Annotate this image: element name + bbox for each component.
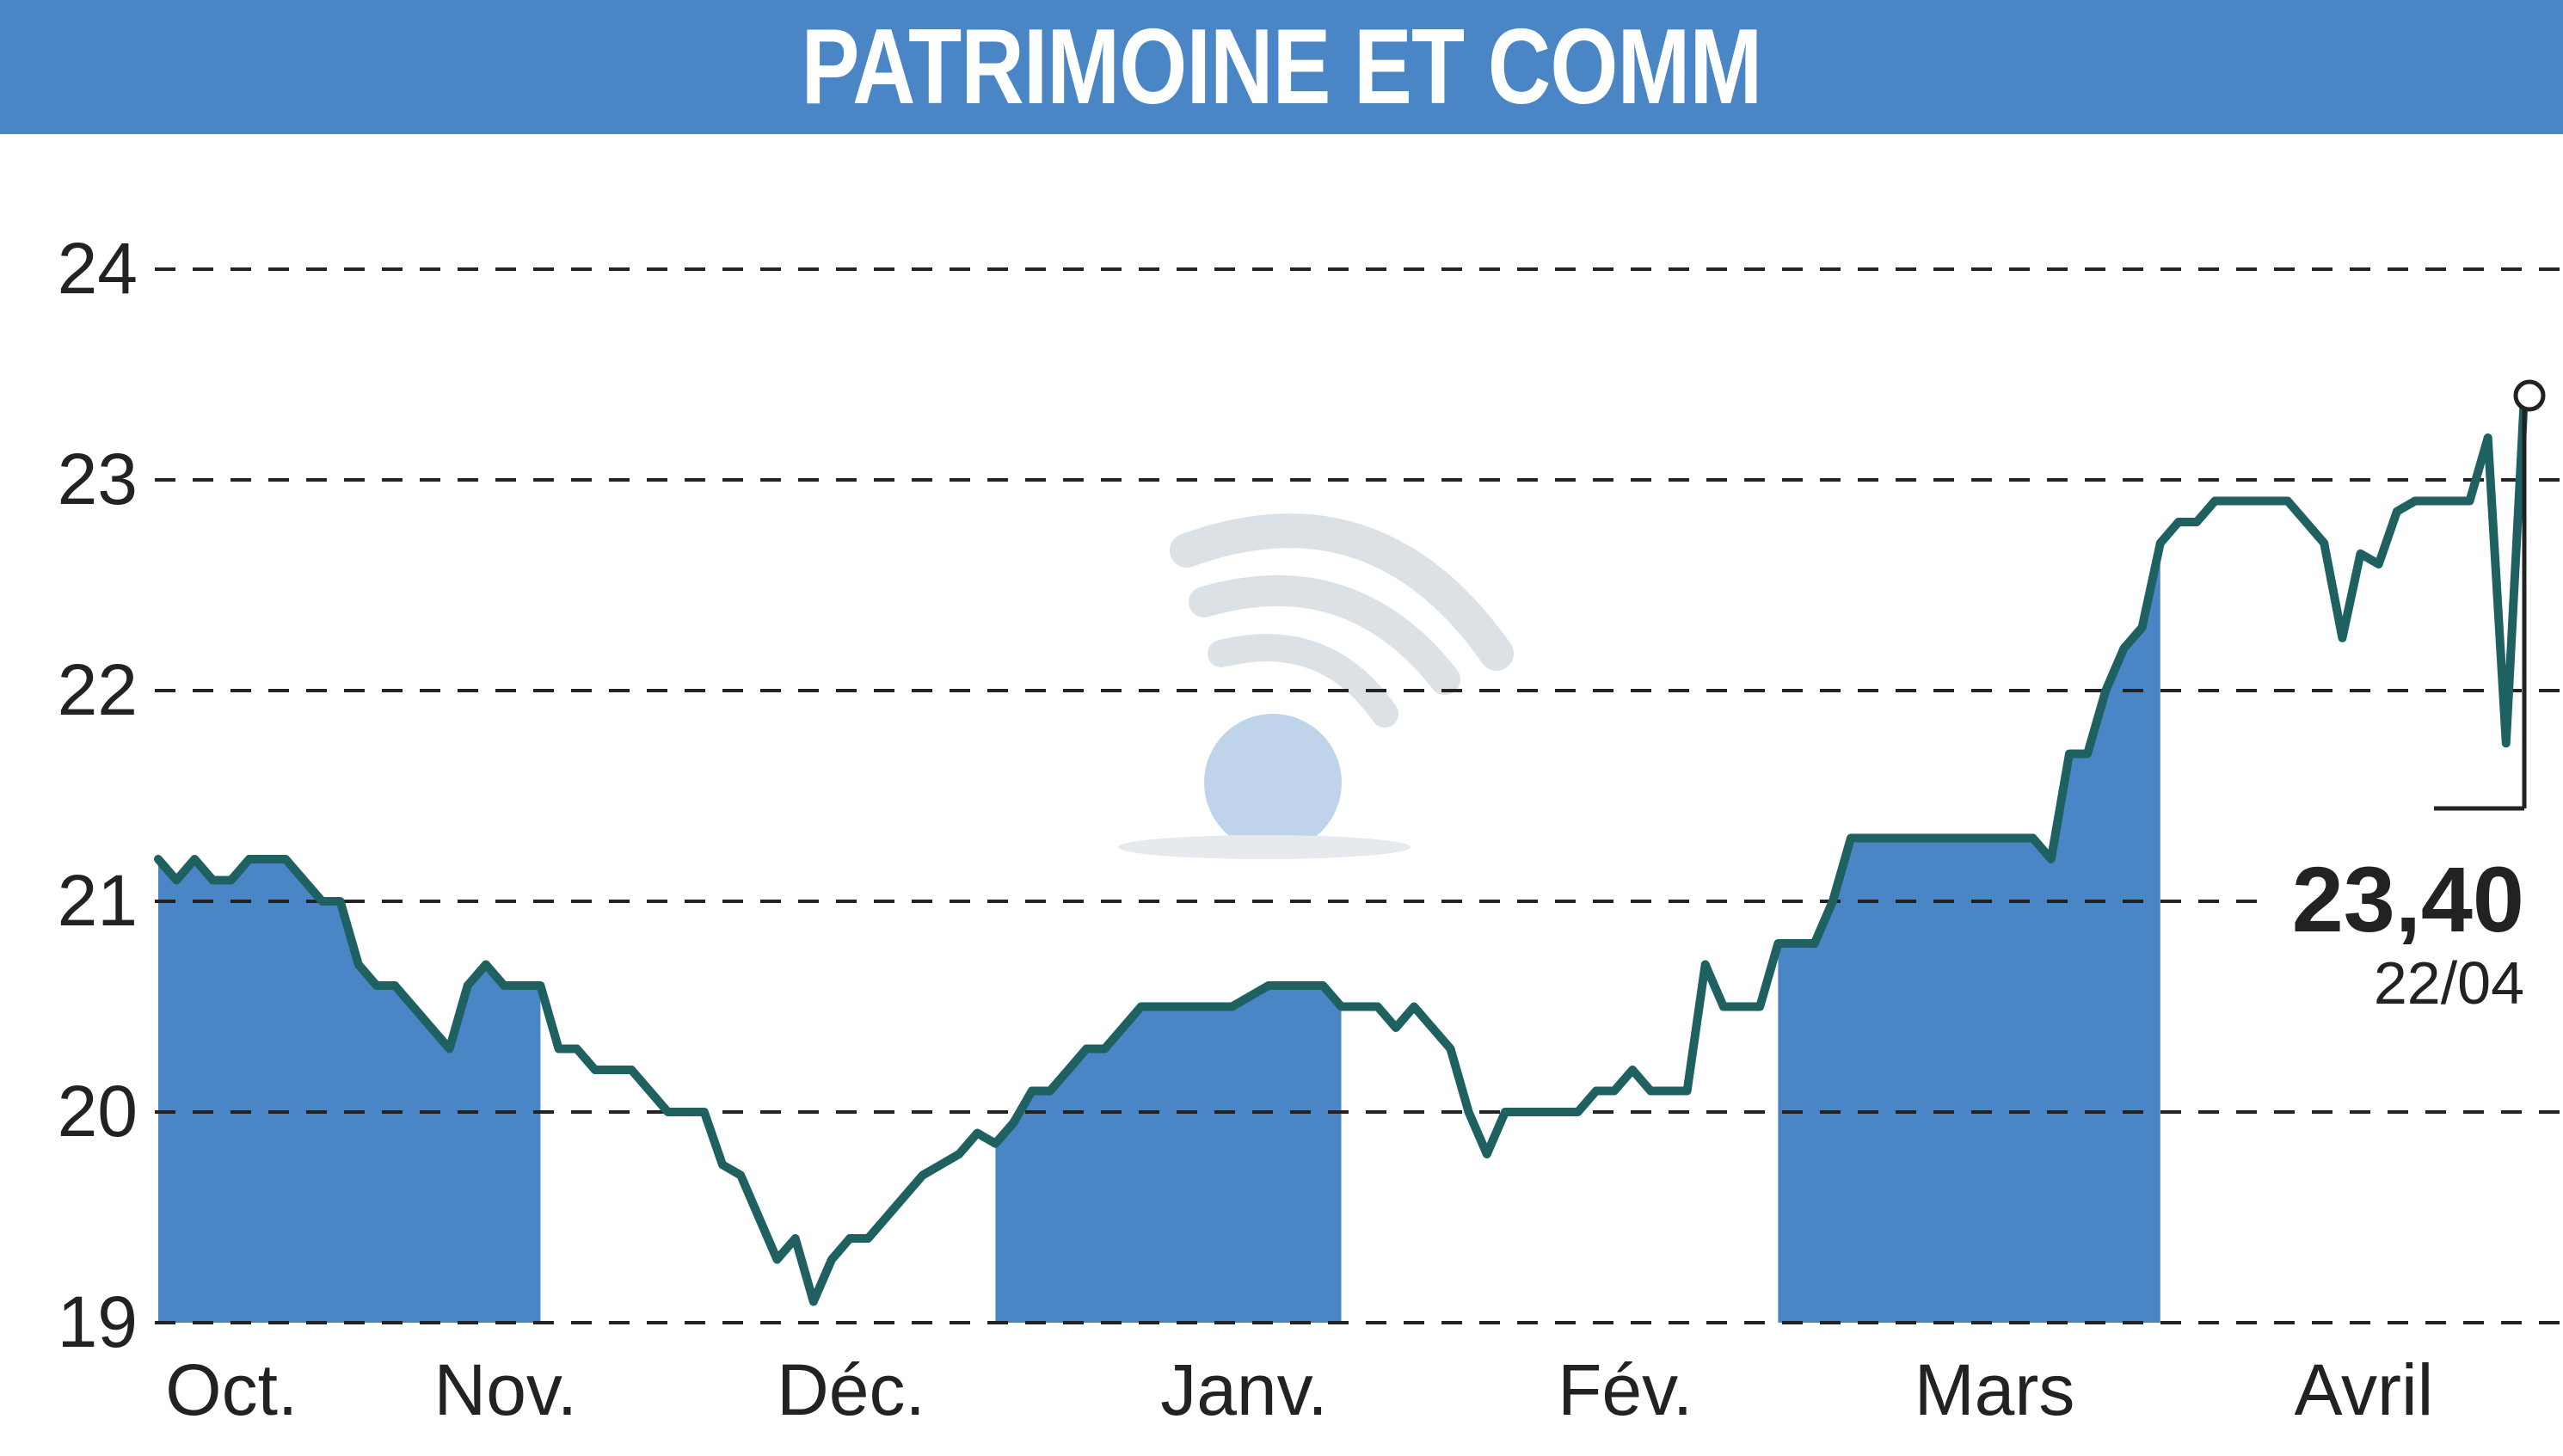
- shaded-area-févr: [1778, 543, 2160, 1323]
- y-tick-label-21: 21: [58, 860, 138, 941]
- x-tick-label-6: Avril: [2294, 1349, 2433, 1430]
- last-value-box: [2271, 841, 2563, 944]
- y-tick-label-23: 23: [58, 439, 138, 519]
- title-bar: PATRIMOINE ET COMM: [0, 0, 2563, 134]
- chart-title: PATRIMOINE ET COMM: [801, 8, 1763, 126]
- x-tick-label-2: Déc.: [777, 1349, 925, 1430]
- shaded-area-déc: [995, 986, 1342, 1323]
- last-point-marker: [2513, 379, 2546, 412]
- y-tick-label-20: 20: [58, 1071, 138, 1152]
- x-tick-label-4: Fév.: [1558, 1349, 1693, 1430]
- last-date-box: [2339, 944, 2563, 1013]
- last-value-label: 23,40: [2292, 847, 2524, 951]
- x-tick-label-5: Mars: [1915, 1349, 2075, 1430]
- y-tick-label-19: 19: [58, 1281, 138, 1362]
- x-tick-label-0: Oct.: [165, 1349, 298, 1430]
- y-tick-label-24: 24: [58, 228, 138, 309]
- x-tick-label-3: Janv.: [1160, 1349, 1328, 1430]
- price-line: [154, 391, 2529, 1306]
- shaded-area-oct: [158, 859, 541, 1323]
- wifi-logo-icon: [1118, 513, 1514, 859]
- x-tick-label-1: Nov.: [434, 1349, 577, 1430]
- y-tick-label-22: 22: [58, 649, 138, 730]
- last-date-label: 22/04: [2374, 949, 2524, 1017]
